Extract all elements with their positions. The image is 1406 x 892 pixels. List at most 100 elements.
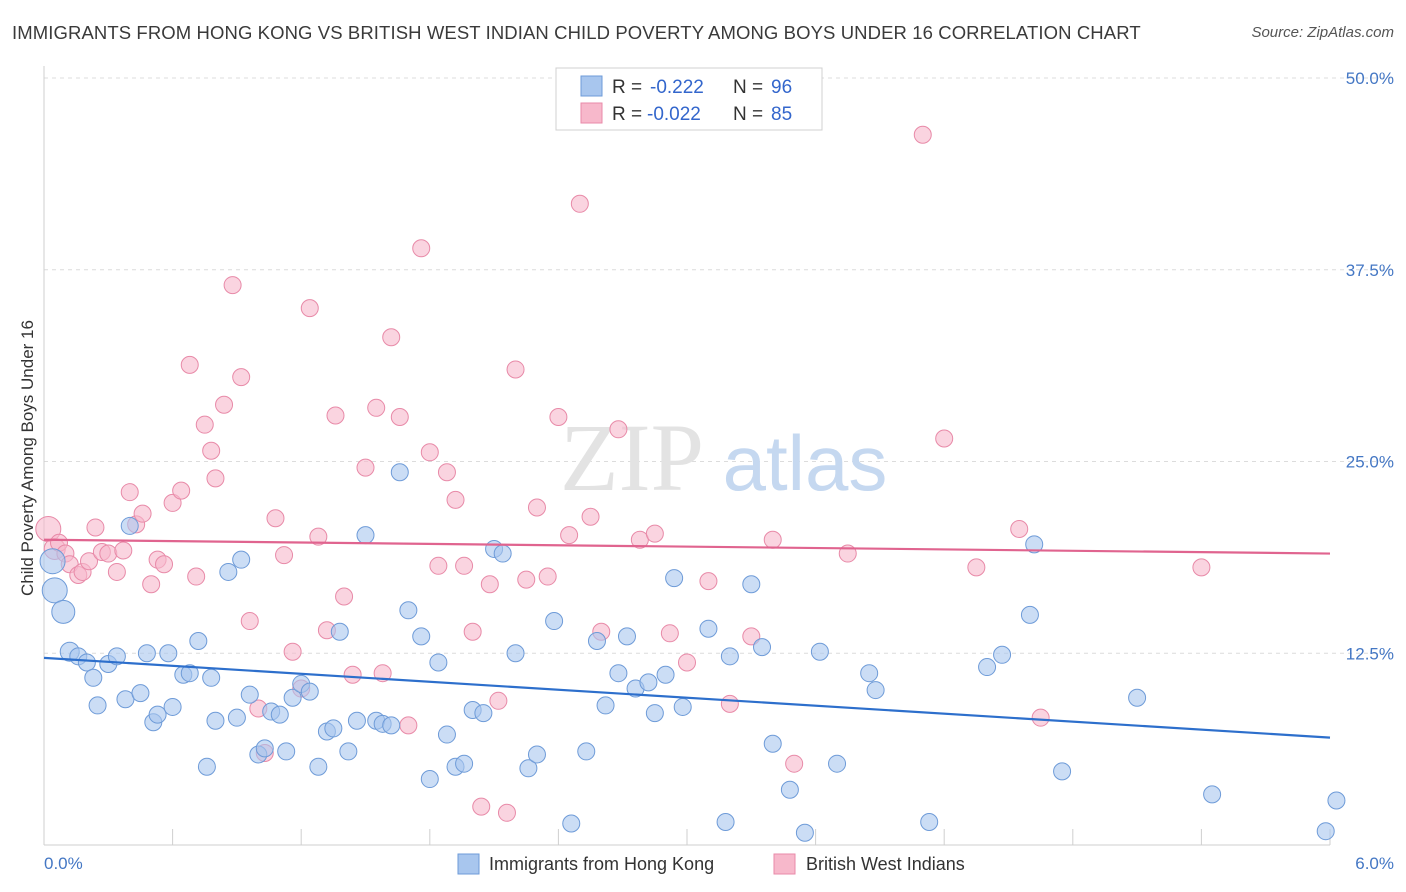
point-bwi-51	[437, 463, 456, 482]
point-bwi-66	[581, 507, 600, 526]
point-bwi-19	[163, 493, 182, 512]
point-bwi-62	[538, 567, 557, 586]
point-hong-kong-20	[189, 631, 208, 650]
point-bwi-82	[1010, 519, 1029, 538]
point-hong-kong-35	[300, 682, 319, 701]
point-hong-kong-51	[437, 725, 456, 744]
point-hong-kong-13	[137, 644, 156, 663]
point-bwi-26	[215, 395, 234, 414]
point-hong-kong-94	[1327, 791, 1346, 810]
y-axis-label: Child Poverty Among Boys Under 16	[18, 320, 37, 596]
point-hong-kong-89	[1025, 535, 1044, 554]
x-tick-label-min: 0.0%	[44, 854, 83, 873]
point-hong-kong-72	[665, 569, 684, 588]
point-bwi-7	[80, 552, 99, 571]
point-bwi-12	[114, 541, 133, 560]
point-bwi-48	[412, 239, 431, 258]
point-hong-kong-40	[339, 742, 358, 761]
point-hong-kong-91	[1128, 688, 1147, 707]
point-bwi-81	[967, 558, 986, 577]
point-hong-kong-76	[742, 575, 761, 594]
point-hong-kong-60	[527, 745, 546, 764]
point-hong-kong-21	[197, 757, 216, 776]
legend-n-value-blue: 96	[771, 77, 792, 98]
legend-r-label-blue: R =	[612, 77, 642, 98]
grid-lines	[44, 77, 1394, 654]
point-hong-kong-49	[420, 770, 439, 789]
point-hong-kong-90	[1053, 762, 1072, 781]
point-bwi-84	[1192, 558, 1211, 577]
point-hong-kong-19	[180, 664, 199, 683]
point-hong-kong-11	[120, 516, 139, 535]
legend-n-value-pink: 85	[771, 104, 792, 125]
point-hong-kong-26	[232, 550, 251, 569]
point-hong-kong-73	[673, 697, 692, 716]
point-hong-kong-41	[347, 711, 366, 730]
point-bwi-54	[463, 622, 482, 641]
point-bwi-28	[232, 368, 251, 387]
point-hong-kong-61	[545, 612, 564, 631]
point-bwi-29	[240, 612, 259, 631]
point-hong-kong-31	[270, 705, 289, 724]
chart-source: Source: ZipAtlas.com	[1251, 24, 1394, 41]
y-tick-label-3: 50.0%	[1346, 69, 1394, 88]
point-bwi-15	[133, 504, 152, 523]
point-hong-kong-29	[255, 739, 274, 758]
watermark-atlas: atlas	[723, 419, 888, 507]
y-tick-label-1: 25.0%	[1346, 453, 1394, 472]
point-hong-kong-65	[596, 696, 615, 715]
point-hong-kong-5	[77, 653, 96, 672]
point-hong-kong-12	[131, 684, 150, 703]
point-hong-kong-58	[506, 644, 525, 663]
point-hong-kong-22	[202, 668, 221, 687]
watermark: ZIP atlas	[560, 404, 887, 511]
point-bwi-61	[527, 498, 546, 517]
bottom-legend-label-blue: Immigrants from Hong Kong	[489, 854, 714, 874]
series-british-west-indians	[35, 125, 1211, 822]
point-hong-kong-93	[1316, 822, 1335, 841]
point-bwi-60	[517, 570, 536, 589]
point-bwi-18	[155, 555, 174, 574]
point-hong-kong-48	[412, 627, 431, 646]
series-immigrants-hong-kong	[39, 463, 1346, 842]
point-bwi-83	[1031, 708, 1050, 727]
point-bwi-68	[609, 420, 628, 439]
legend: R = -0.222 N = 96 R = -0.022 N = 85	[555, 67, 823, 131]
point-hong-kong-77	[753, 638, 772, 657]
point-bwi-46	[390, 408, 409, 427]
point-hong-kong-95	[716, 812, 735, 831]
point-hong-kong-79	[780, 780, 799, 799]
point-hong-kong-85	[920, 812, 939, 831]
point-bwi-44	[373, 664, 392, 683]
y-tick-label-2: 37.5%	[1346, 261, 1394, 280]
legend-n-label-pink: N =	[733, 104, 763, 125]
point-bwi-21	[180, 355, 199, 374]
point-bwi-74	[720, 694, 739, 713]
point-bwi-52	[446, 490, 465, 509]
watermark-zip: ZIP	[560, 404, 704, 511]
point-hong-kong-17	[163, 697, 182, 716]
point-hong-kong-47	[399, 601, 418, 620]
point-bwi-56	[480, 575, 499, 594]
point-bwi-80	[935, 429, 954, 448]
point-hong-kong-57	[493, 544, 512, 563]
point-hong-kong-62	[562, 814, 581, 833]
point-bwi-24	[202, 441, 221, 460]
trend-line-hong-kong	[43, 656, 1331, 739]
point-hong-kong-83	[860, 664, 879, 683]
point-bwi-27	[223, 276, 242, 295]
point-bwi-40	[335, 587, 354, 606]
point-hong-kong-59	[519, 759, 538, 778]
point-hong-kong-0	[39, 548, 66, 575]
bottom-legend-swatch-pink	[773, 853, 796, 875]
point-bwi-76	[763, 530, 782, 549]
point-bwi-43	[367, 398, 386, 417]
point-hong-kong-69	[639, 673, 658, 692]
point-hong-kong-53	[455, 754, 474, 773]
legend-r-value-blue: -0.222	[650, 77, 704, 98]
point-hong-kong-10	[116, 690, 135, 709]
point-hong-kong-36	[309, 757, 328, 776]
point-hong-kong-50	[429, 653, 448, 672]
point-hong-kong-27	[240, 685, 259, 704]
